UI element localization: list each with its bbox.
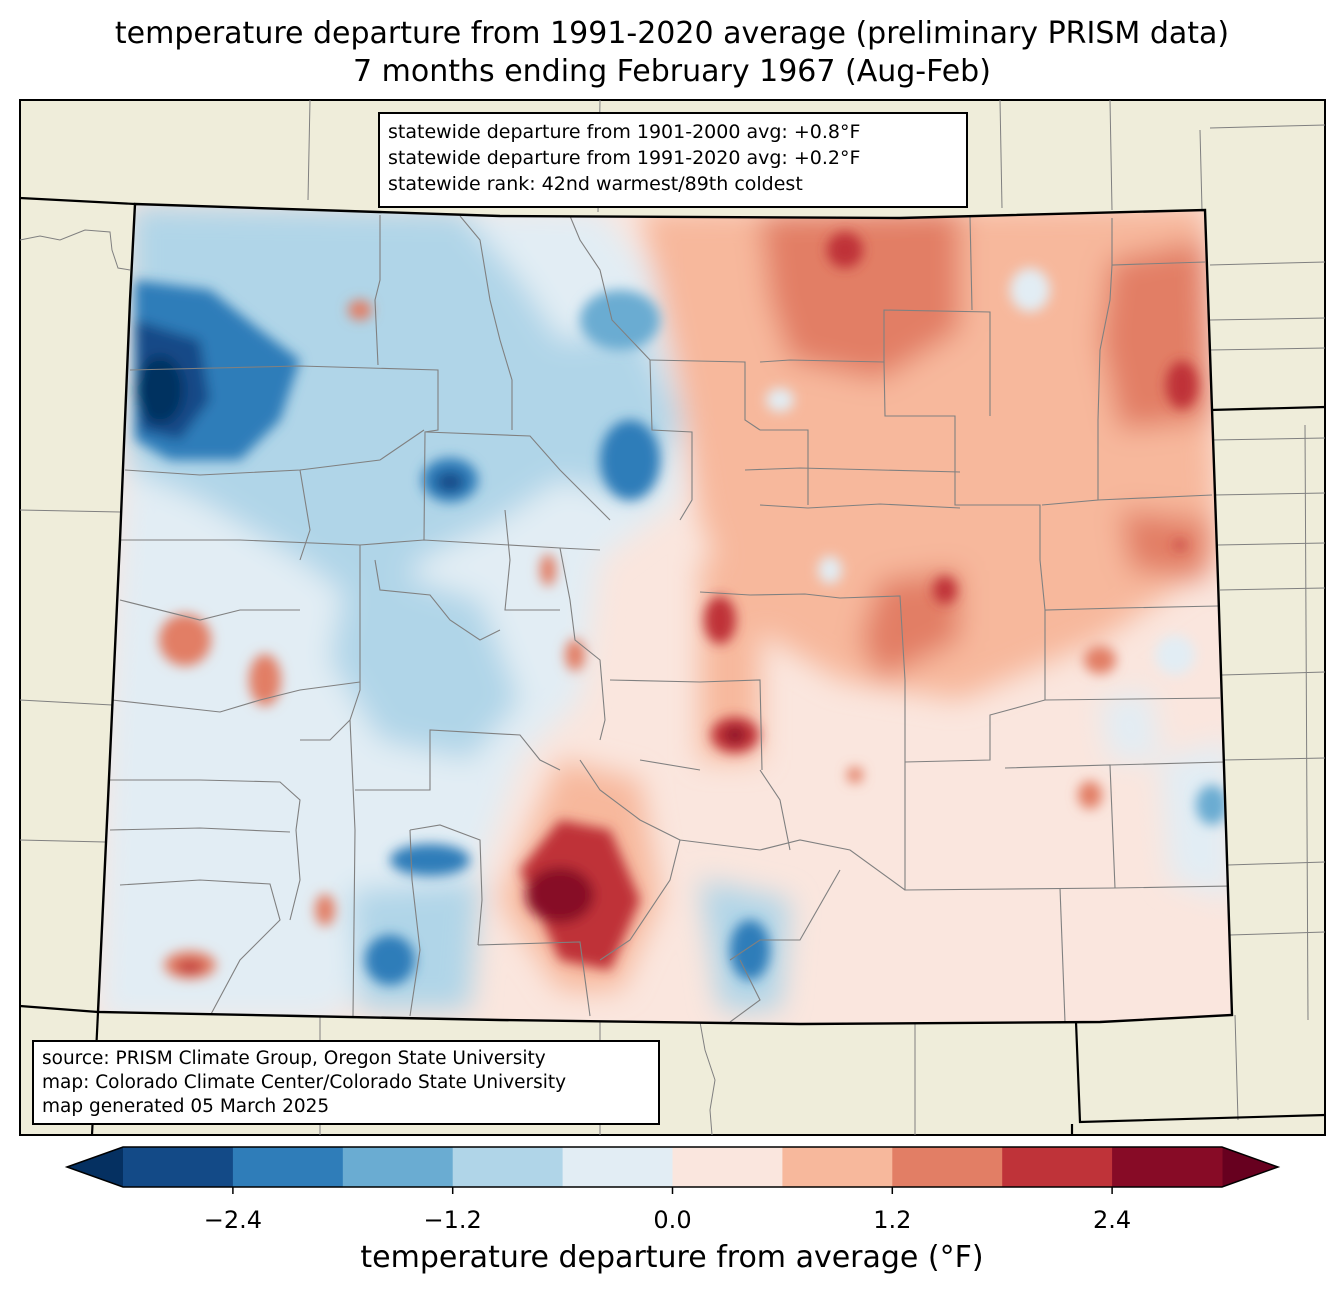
stats-rank: statewide rank: 42nd warmest/89th coldes…	[388, 173, 803, 195]
colorbar-segment	[452, 1147, 564, 1187]
credit-map: map: Colorado Climate Center/Colorado St…	[42, 1072, 567, 1093]
credit-generated: map generated 05 March 2025	[42, 1096, 330, 1117]
statewide-stats-box: statewide departure from 1901-2000 avg: …	[378, 112, 968, 208]
colorbar	[64, 1146, 1281, 1194]
colorbar-segment	[562, 1147, 673, 1187]
colorbar-label: temperature departure from average (°F)	[360, 1240, 984, 1275]
stats-departure-1991-2020: statewide departure from 1991-2020 avg: …	[388, 147, 861, 169]
colorbar-over-arrow	[1222, 1147, 1278, 1187]
county-lines	[109, 215, 1232, 1023]
colorbar-segment	[782, 1147, 893, 1187]
colorbar-under-arrow	[67, 1147, 123, 1187]
colorbar-tick-label: 0.0	[653, 1206, 692, 1234]
colorbar-segment	[1002, 1147, 1113, 1187]
colorado-border	[96, 202, 1234, 1026]
colorbar-tick-label: −2.4	[203, 1206, 263, 1234]
colorbar-tick-label: −1.2	[423, 1206, 482, 1234]
colorbar-segment	[342, 1147, 454, 1187]
credit-source: source: PRISM Climate Group, Oregon Stat…	[42, 1048, 546, 1069]
credits-box: source: PRISM Climate Group, Oregon Stat…	[32, 1040, 660, 1125]
colorbar-outline	[64, 1146, 1281, 1188]
map-title-line2: 7 months ending February 1967 (Aug-Feb)	[353, 54, 991, 89]
stats-departure-1901-2000: statewide departure from 1901-2000 avg: …	[388, 121, 861, 143]
colorbar-segment	[232, 1147, 344, 1187]
colorbar-segment	[892, 1147, 1003, 1187]
colorbar-tick-label: 1.2	[873, 1206, 912, 1234]
colorbar-segment	[1112, 1147, 1223, 1187]
temperature-field	[98, 204, 1232, 1024]
colorbar-segment	[672, 1147, 783, 1187]
colorbar-segment	[123, 1147, 234, 1187]
colorbar-tick-label: 2.4	[1093, 1206, 1132, 1234]
map-title-line1: temperature departure from 1991-2020 ave…	[114, 16, 1230, 51]
